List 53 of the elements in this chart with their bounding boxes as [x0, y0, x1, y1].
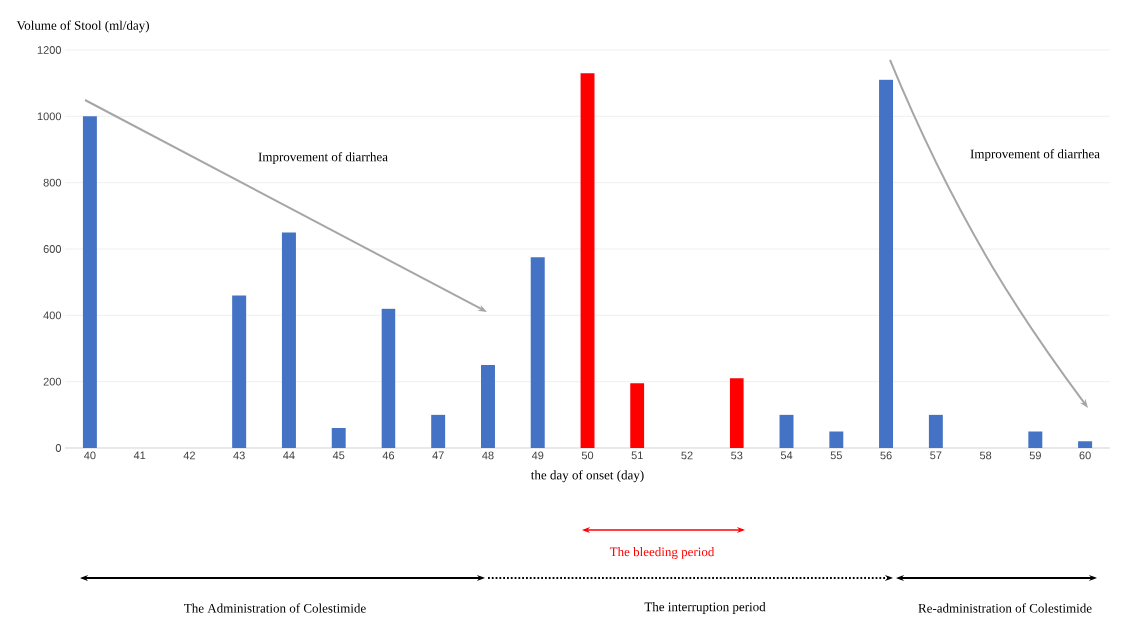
bar	[1028, 431, 1043, 448]
y-tick-label: 800	[43, 178, 62, 187]
y-tick-label: 600	[43, 245, 62, 253]
bar	[879, 79, 894, 448]
x-tick-label: 47	[432, 451, 444, 460]
x-tick-label: 59	[1029, 451, 1041, 460]
x-tick-label: 42	[183, 451, 195, 460]
y-axis-title: Volume of Stool (ml/day)	[16, 20, 149, 33]
y-tick-label: 400	[43, 311, 62, 320]
y-tick-label: 1000	[37, 112, 62, 121]
annotation: Improvement of diarrhea	[970, 149, 1100, 161]
bar	[530, 257, 545, 448]
x-tick-label: 43	[233, 451, 245, 460]
x-tick-label: 50	[581, 451, 594, 460]
x-tick-label: 58	[979, 451, 992, 460]
bar	[630, 383, 645, 448]
bar	[729, 378, 744, 448]
x-tick-label: 57	[930, 451, 942, 460]
x-tick-label: 55	[830, 451, 842, 460]
text: The interruption period	[644, 602, 766, 614]
bar	[928, 414, 943, 448]
x-tick-label: 51	[631, 451, 643, 460]
text: Re-administration of Colestimide	[918, 603, 1092, 613]
bar	[82, 116, 97, 448]
bar	[580, 73, 595, 448]
y-tick-label: 200	[43, 377, 62, 386]
bar	[381, 308, 396, 448]
y-tick-label: 0	[55, 444, 62, 452]
x-tick-label: 41	[133, 451, 146, 460]
bar	[281, 232, 296, 448]
x-tick-label: 45	[332, 451, 345, 460]
x-tick-label: 49	[531, 451, 544, 460]
x-axis-title: the day of onset (day)	[530, 470, 644, 483]
bar	[431, 414, 446, 448]
annotation: Improvement of diarrhea	[258, 152, 388, 164]
x-tick-label: 56	[880, 451, 892, 460]
text: The Administration of Colestimide	[184, 603, 366, 613]
bar	[331, 428, 346, 448]
x-tick-label: 54	[780, 451, 793, 460]
x-tick-label: 48	[482, 451, 494, 460]
y-tick-label: 1200	[37, 46, 62, 54]
x-tick-label: 44	[283, 451, 295, 460]
x-tick-label: 60	[1079, 451, 1091, 460]
text: The bleeding period	[609, 547, 715, 559]
x-tick-label: 46	[382, 451, 395, 460]
bar	[829, 431, 844, 448]
x-tick-label: 53	[731, 451, 743, 460]
bar	[480, 365, 495, 448]
bar	[779, 414, 794, 448]
bar	[1078, 441, 1093, 448]
x-tick-label: 52	[681, 451, 693, 460]
x-tick-label: 40	[84, 451, 96, 460]
bar	[232, 295, 247, 448]
